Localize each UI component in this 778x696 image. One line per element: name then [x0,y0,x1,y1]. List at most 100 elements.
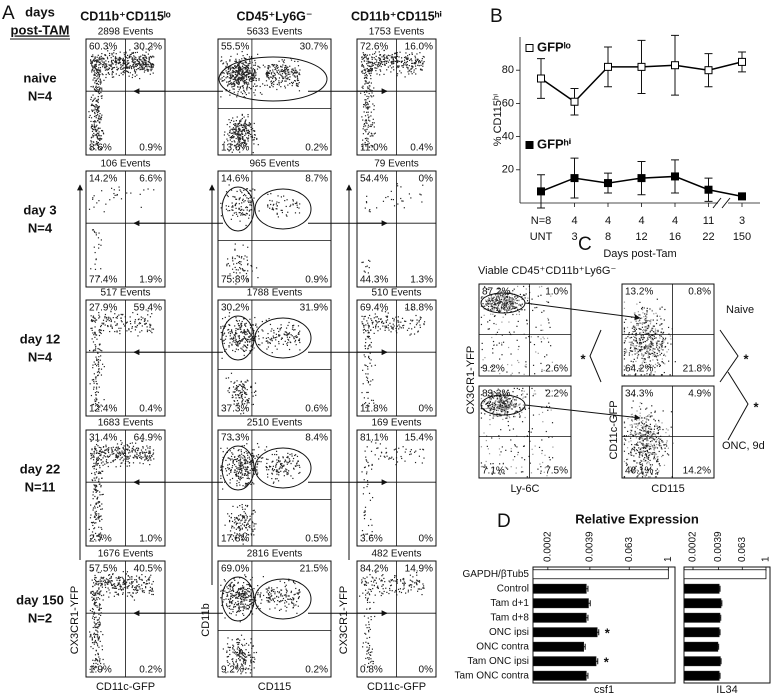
event-dot [296,202,297,203]
event-dot [274,469,275,470]
event-dot [230,139,231,140]
event-dot [286,199,287,200]
event-dot [240,210,241,211]
event-dot [237,73,238,74]
event-dot [383,61,384,62]
event-dot [106,74,107,75]
event-dot [133,62,134,63]
event-dot [254,77,255,78]
event-dot [286,216,287,217]
event-dot [109,53,110,54]
event-dot [252,336,253,337]
event-dot [230,56,231,57]
event-dot [103,494,104,495]
event-dot [110,66,111,67]
event-dot [99,372,100,373]
event-dot [121,320,122,321]
event-dot [94,321,95,322]
event-dot [242,518,243,519]
event-dot [267,459,268,460]
row-label: day 3 [23,202,56,217]
event-dot [256,470,257,471]
event-dot [243,599,244,600]
event-dot [367,55,368,56]
event-dot [368,117,369,118]
event-dot [362,530,363,531]
event-dot [128,62,129,63]
event-dot [243,460,244,461]
event-dot [369,210,370,211]
event-dot [116,69,117,70]
event-dot [240,268,241,269]
event-dot [97,498,98,499]
event-dot [297,462,298,463]
event-dot [112,327,113,328]
event-dot [249,210,250,211]
event-dot [287,345,288,346]
event-dot [375,365,376,366]
event-dot [116,330,117,331]
event-dot [257,66,258,67]
event-dot [247,389,248,390]
event-dot [365,324,366,325]
event-dot [246,515,247,516]
event-dot [366,473,367,474]
event-dot [151,591,152,592]
event-dot [147,331,148,332]
event-dot [281,66,282,67]
event-dot [417,65,418,66]
event-dot [97,383,98,384]
event-dot [99,62,100,63]
event-dot [296,203,297,204]
event-dot [99,387,100,388]
event-dot [96,513,97,514]
event-dot [264,66,265,67]
event-dot [362,88,363,89]
event-dot [422,69,423,70]
quadrant-label: 12.4% [89,404,117,415]
event-dot [97,348,98,349]
event-dot [95,350,96,351]
event-dot [96,76,97,77]
event-dot [290,341,291,342]
event-dot [238,456,239,457]
event-dot [234,382,235,383]
event-dot [142,588,143,589]
event-dot [102,649,103,650]
event-dot [276,66,277,67]
event-dot [131,328,132,329]
event-dot [366,120,367,121]
event-dot [112,63,113,64]
event-dot [291,455,292,456]
event-dot [135,66,136,67]
event-dot [232,478,233,479]
event-dot [123,592,124,593]
event-dot [229,130,230,131]
event-dot [97,74,98,75]
event-dot [96,642,97,643]
event-dot [96,597,97,598]
event-dot [366,68,367,69]
event-dot [142,68,143,69]
event-dot [240,332,241,333]
event-dot [227,124,228,125]
quadrant-label: 3.6% [360,534,383,545]
event-dot [94,579,95,580]
event-dot [149,583,150,584]
event-dot [234,92,235,93]
event-dot [96,131,97,132]
event-dot [103,58,104,59]
event-dot [278,456,279,457]
event-dot [90,268,91,269]
event-dot [99,624,100,625]
event-dot [153,594,154,595]
event-dot [363,493,364,494]
event-dot [95,334,96,335]
event-dot [242,127,243,128]
event-dot [255,511,256,512]
event-dot [280,86,281,87]
event-dot [98,317,99,318]
event-dot [97,109,98,110]
event-dot [238,603,239,604]
event-dot [225,77,226,78]
